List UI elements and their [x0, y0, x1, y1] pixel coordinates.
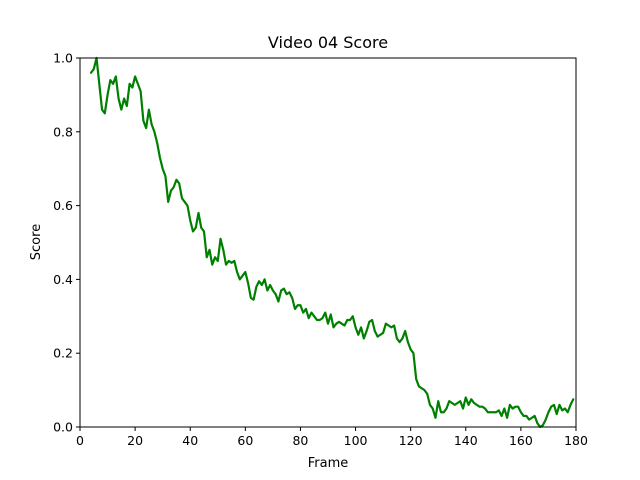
x-tick-label: 140 — [454, 433, 478, 448]
axes: 0 20 40 60 80 100 120 140 160 180 0.0 0.2 0.4 0.6 0.8 1… — [53, 51, 588, 449]
x-tick-label: 60 — [237, 433, 253, 448]
series-line-0 — [89, 56, 575, 429]
plot-area — [89, 56, 575, 429]
y-tick-label: 0.2 — [53, 346, 73, 361]
axes-frame — [79, 57, 577, 428]
x-tick-label: 160 — [509, 433, 533, 448]
x-tick-label: 0 — [76, 433, 84, 448]
y-axis-label: Score — [29, 224, 44, 260]
x-axis-label: Frame — [308, 456, 349, 471]
y-tick-label: 1.0 — [53, 51, 73, 66]
x-tick-label: 180 — [564, 433, 588, 448]
x-tick-label: 120 — [399, 433, 423, 448]
y-tick-label: 0.0 — [53, 420, 73, 435]
x-tick-label: 100 — [344, 433, 368, 448]
x-tick-label: 20 — [127, 433, 143, 448]
chart-title: Video 04 Score — [268, 33, 388, 52]
y-tick-label: 0.6 — [53, 198, 73, 213]
y-tick-label: 0.4 — [53, 272, 73, 287]
y-tick-label: 0.8 — [53, 124, 73, 139]
x-tick-label: 40 — [182, 433, 198, 448]
x-tick-label: 80 — [292, 433, 308, 448]
